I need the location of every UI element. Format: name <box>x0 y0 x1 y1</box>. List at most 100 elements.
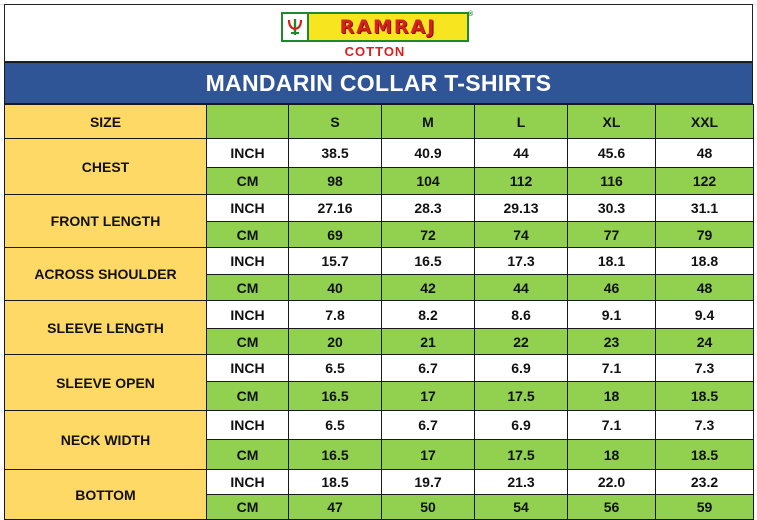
size-label: L <box>474 104 568 139</box>
size-label: S <box>288 104 382 139</box>
ramraj-emblem-icon <box>283 14 309 40</box>
measurement-inch-row: BOTTOM INCH 18.5 19.7 21.3 22.0 23.2 <box>4 469 754 520</box>
inch-value-cell: 7.8 <box>288 300 382 329</box>
size-label: XL <box>567 104 656 139</box>
measurement-inch-row: FRONT LENGTH INCH 27.16 28.3 29.13 30.3 31.1 <box>4 194 754 248</box>
chart-title: MANDARIN COLLAR T-SHIRTS <box>4 62 753 104</box>
inch-value-cell: 21.3 <box>474 469 568 495</box>
cm-value-cell: 77 <box>567 221 656 248</box>
cm-value-cell: 18.5 <box>655 381 754 411</box>
cm-value-cell: 72 <box>381 221 475 248</box>
inch-value-cell: 7.3 <box>655 354 754 382</box>
measurement-name: CHEST <box>4 138 207 195</box>
cm-value-cell: 18 <box>567 381 656 411</box>
inch-value-cell: 45.6 <box>567 138 656 168</box>
measurement-inch-row: SLEEVE OPEN INCH 6.5 6.7 6.9 7.1 7.3 <box>4 354 754 411</box>
cm-value-cell: 17.5 <box>474 381 568 411</box>
inch-value-cell: 16.5 <box>381 247 475 275</box>
measurement-name: BOTTOM <box>4 469 207 520</box>
measurement-inch-row: CHEST INCH 38.5 40.9 44 45.6 48 <box>4 138 754 195</box>
inch-value-cell: 8.2 <box>381 300 475 329</box>
size-label: XXL <box>655 104 754 139</box>
cm-value-cell: 17 <box>381 439 475 470</box>
inch-value-cell: 6.9 <box>474 410 568 440</box>
cm-value-cell: 20 <box>288 328 382 355</box>
inch-value-cell: 40.9 <box>381 138 475 168</box>
cm-value-cell: 116 <box>567 167 656 195</box>
inch-value-cell: 19.7 <box>381 469 475 495</box>
cm-value-cell: 74 <box>474 221 568 248</box>
inch-value-cell: 29.13 <box>474 194 568 222</box>
inch-value-cell: 6.5 <box>288 410 382 440</box>
size-header-cell: SIZE <box>4 104 207 139</box>
cm-value-cell: 46 <box>567 274 656 301</box>
cm-value-cell: 40 <box>288 274 382 301</box>
inch-value-cell: 6.7 <box>381 410 475 440</box>
inch-value-cell: 6.7 <box>381 354 475 382</box>
cm-value-cell: 42 <box>381 274 475 301</box>
measurement-name: SLEEVE LENGTH <box>4 300 207 355</box>
size-table: SIZE S M L XL XXL CHEST INCH 38.5 40.9 44 45.… <box>4 104 754 520</box>
inch-value-cell: 22.0 <box>567 469 656 495</box>
brand-logo: RAMRAJ <box>281 12 469 42</box>
unit-label-cm: CM <box>206 381 289 411</box>
measurement-cm-row: CM 98 104 112 116 122 <box>5 167 754 195</box>
measurement-cm-row: CM 20 21 22 23 24 <box>5 328 754 355</box>
cm-value-cell: 18.5 <box>655 439 754 470</box>
brand-subtitle: COTTON <box>344 44 406 59</box>
inch-value-cell: 30.3 <box>567 194 656 222</box>
inch-value-cell: 27.16 <box>288 194 382 222</box>
unit-label-cm: CM <box>206 274 289 301</box>
inch-value-cell: 18.5 <box>288 469 382 495</box>
inch-value-cell: 48 <box>655 138 754 168</box>
inch-value-cell: 7.3 <box>655 410 754 440</box>
unit-label-cm: CM <box>206 221 289 248</box>
unit-label-inch: INCH <box>206 247 289 275</box>
measurement-name: NECK WIDTH <box>4 410 207 470</box>
inch-value-cell: 18.1 <box>567 247 656 275</box>
inch-value-cell: 28.3 <box>381 194 475 222</box>
unit-label-cm: CM <box>206 439 289 470</box>
unit-label-inch: INCH <box>206 138 289 168</box>
unit-label-inch: INCH <box>206 194 289 222</box>
inch-value-cell: 38.5 <box>288 138 382 168</box>
unit-label-cm: CM <box>206 167 289 195</box>
inch-value-cell: 15.7 <box>288 247 382 275</box>
size-header-row: SIZE S M L XL XXL <box>4 104 754 139</box>
inch-value-cell: 9.1 <box>567 300 656 329</box>
measurement-inch-row: SLEEVE LENGTH INCH 7.8 8.2 8.6 9.1 9.4 <box>4 300 754 355</box>
cm-value-cell: 17.5 <box>474 439 568 470</box>
inch-value-cell: 31.1 <box>655 194 754 222</box>
cm-value-cell: 22 <box>474 328 568 355</box>
inch-value-cell: 7.1 <box>567 410 656 440</box>
unit-label-inch: INCH <box>206 354 289 382</box>
inch-value-cell: 9.4 <box>655 300 754 329</box>
inch-value-cell: 17.3 <box>474 247 568 275</box>
unit-label-inch: INCH <box>206 410 289 440</box>
cm-value-cell: 104 <box>381 167 475 195</box>
size-label: M <box>381 104 475 139</box>
unit-label-cm: CM <box>206 328 289 355</box>
brand-logo-text: RAMRAJ <box>339 16 437 38</box>
cm-value-cell: 16.5 <box>288 439 382 470</box>
unit-header-cell <box>206 104 289 139</box>
measurement-cm-row: CM 16.5 17 17.5 18 18.5 <box>5 439 754 470</box>
inch-value-cell: 6.5 <box>288 354 382 382</box>
cm-value-cell: 98 <box>288 167 382 195</box>
cm-value-cell: 112 <box>474 167 568 195</box>
cm-value-cell: 79 <box>655 221 754 248</box>
measurement-inch-row: ACROSS SHOULDER INCH 15.7 16.5 17.3 18.1 18.8 <box>4 247 754 301</box>
measurement-cm-row: CM 16.5 17 17.5 18 18.5 <box>5 381 754 411</box>
cm-value-cell: 122 <box>655 167 754 195</box>
cm-value-cell: 44 <box>474 274 568 301</box>
cm-value-cell: 69 <box>288 221 382 248</box>
brand-header: RAMRAJ ® COTTON <box>4 4 753 62</box>
inch-value-cell: 18.8 <box>655 247 754 275</box>
inch-value-cell: 8.6 <box>474 300 568 329</box>
unit-label-inch: INCH <box>206 300 289 329</box>
measurement-name: SLEEVE OPEN <box>4 354 207 411</box>
measurement-name: FRONT LENGTH <box>4 194 207 248</box>
measurement-cm-row: CM 40 42 44 46 48 <box>5 274 754 301</box>
registered-mark: ® <box>468 11 474 18</box>
